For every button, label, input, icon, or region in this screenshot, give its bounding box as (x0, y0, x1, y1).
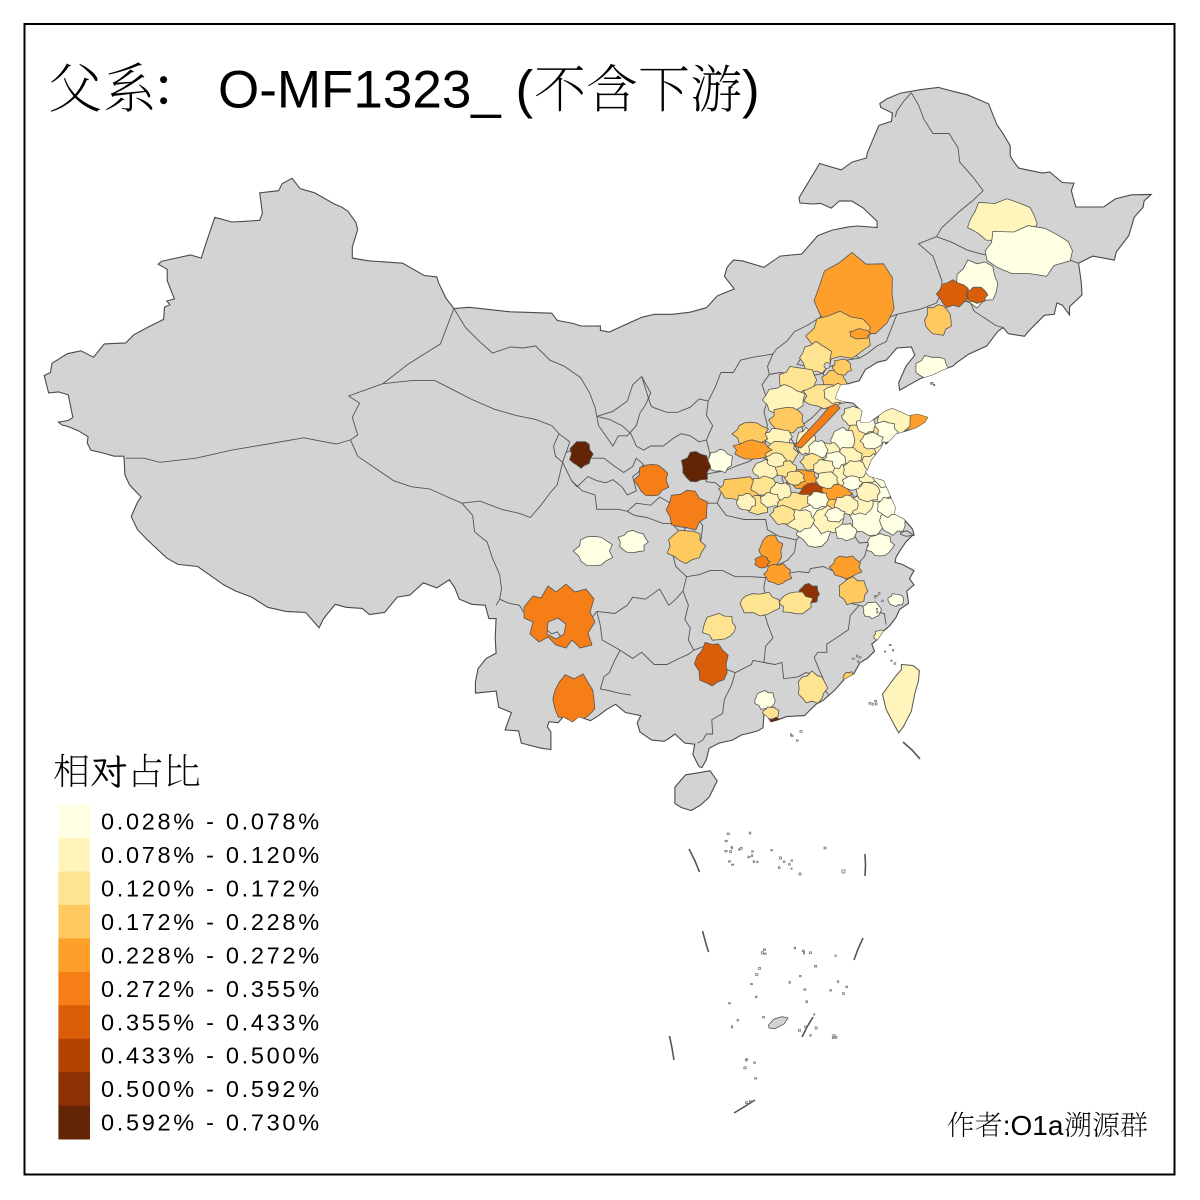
svg-text:): ) (742, 61, 760, 120)
svg-text:O-MF1323_ (: O-MF1323_ ( (218, 61, 534, 120)
svg-text:0.028% - 0.078%: 0.028% - 0.078% (101, 809, 322, 835)
svg-text:0.120% - 0.172%: 0.120% - 0.172% (101, 876, 322, 902)
svg-text:0.592% - 0.730%: 0.592% - 0.730% (101, 1110, 322, 1136)
svg-text:0.355% - 0.433%: 0.355% - 0.433% (101, 1009, 322, 1035)
svg-text:0.500% - 0.592%: 0.500% - 0.592% (101, 1076, 322, 1102)
svg-text:0.078% - 0.120%: 0.078% - 0.120% (101, 842, 322, 868)
svg-text:0.172% - 0.228%: 0.172% - 0.228% (101, 909, 322, 935)
svg-text:0.272% - 0.355%: 0.272% - 0.355% (101, 976, 322, 1002)
svg-text:0.433% - 0.500%: 0.433% - 0.500% (101, 1043, 322, 1069)
svg-text:0.228% - 0.272%: 0.228% - 0.272% (101, 942, 322, 968)
svg-text::O1a: :O1a (1003, 1110, 1064, 1141)
